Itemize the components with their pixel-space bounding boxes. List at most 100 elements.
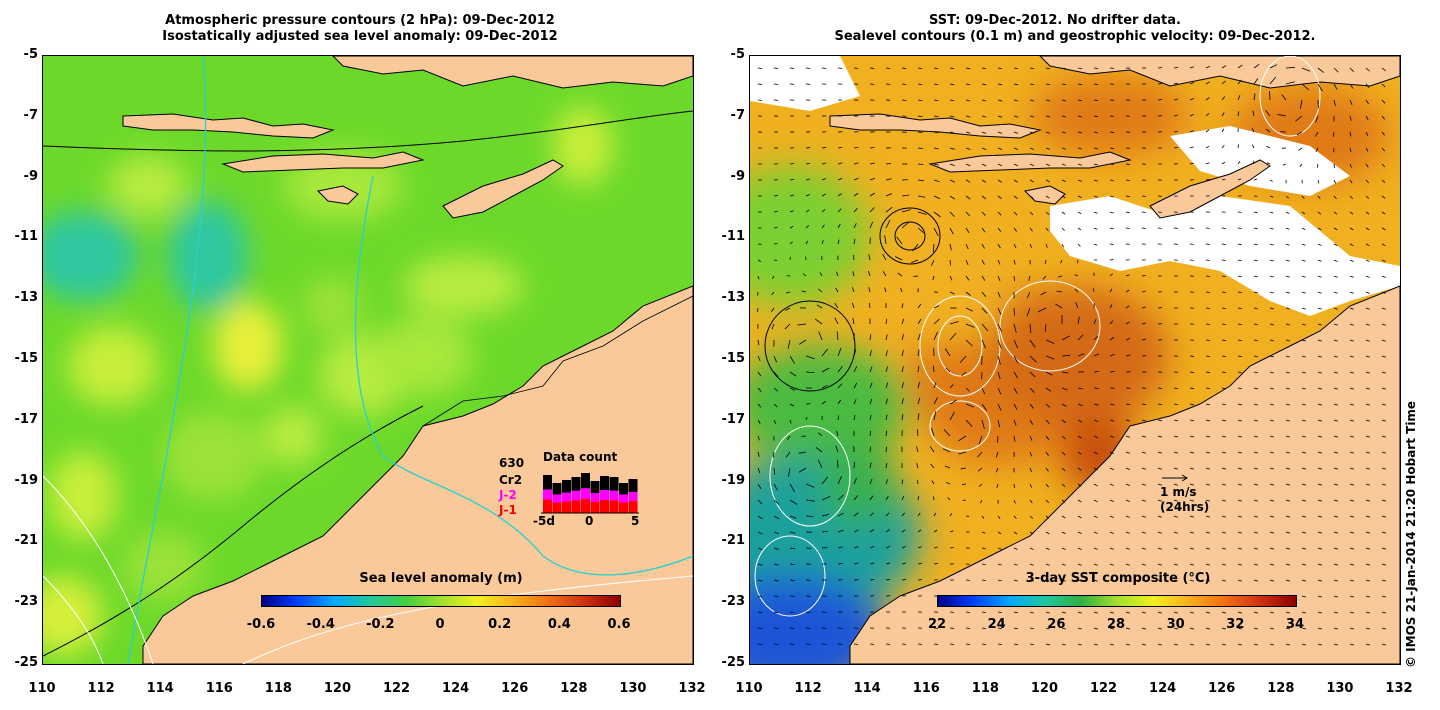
velocity-vector <box>805 483 815 488</box>
colorbar-tick-label: -0.4 <box>306 617 335 632</box>
velocity-vector <box>772 451 775 458</box>
velocity-vector <box>965 99 971 102</box>
velocity-vector <box>1365 403 1370 406</box>
velocity-vector <box>1013 115 1019 118</box>
velocity-vector <box>1221 161 1226 165</box>
velocity-vector <box>965 307 973 312</box>
velocity-vector <box>917 227 926 234</box>
left-colorbar-title: Sea level anomaly (m) <box>359 571 523 586</box>
velocity-vector <box>901 529 906 533</box>
velocity-vector <box>1301 371 1306 374</box>
velocity-vector <box>1269 515 1274 518</box>
velocity-vector <box>965 275 970 281</box>
velocity-vector <box>1269 179 1273 182</box>
left-x-tick: 126 <box>501 681 529 696</box>
velocity-vector <box>1013 307 1016 316</box>
velocity-vector <box>1381 595 1386 598</box>
velocity-vector <box>1077 334 1084 341</box>
velocity-vector <box>1125 515 1130 518</box>
land-mass <box>122 56 693 664</box>
velocity-vector <box>1285 499 1290 502</box>
velocity-vector <box>1141 531 1146 534</box>
velocity-vector <box>1365 291 1370 294</box>
velocity-vector <box>965 83 971 86</box>
velocity-vector <box>1077 243 1081 247</box>
velocity-vector <box>1125 211 1130 214</box>
velocity-vector <box>949 147 955 150</box>
velocity-vector <box>1266 145 1271 149</box>
velocity-vector <box>773 515 780 520</box>
velocity-vector <box>1349 515 1354 518</box>
velocity-vector <box>959 355 967 364</box>
velocity-vector <box>1285 275 1290 278</box>
data-count-title: Data count <box>543 450 618 464</box>
velocity-vector <box>1061 131 1067 134</box>
velocity-vector <box>805 162 811 165</box>
velocity-vector <box>1157 467 1162 470</box>
velocity-vector <box>1125 579 1130 582</box>
velocity-vector <box>773 226 778 229</box>
velocity-vector <box>789 210 794 213</box>
velocity-vector <box>757 387 762 392</box>
velocity-vector <box>885 446 887 453</box>
velocity-vector <box>1269 243 1274 246</box>
velocity-vector <box>1093 83 1099 85</box>
velocity-vector <box>1314 131 1319 137</box>
velocity-vector <box>901 83 907 85</box>
velocity-vector <box>869 414 872 421</box>
velocity-vector <box>1349 163 1352 168</box>
velocity-vector <box>977 451 983 458</box>
velocity-vector <box>1109 179 1114 182</box>
velocity-vector <box>1317 579 1322 582</box>
velocity-vector <box>1029 403 1034 409</box>
velocity-vector <box>1141 435 1147 438</box>
velocity-vector <box>1109 211 1114 214</box>
velocity-vector <box>900 287 903 293</box>
velocity-vector <box>1109 288 1113 293</box>
velocity-vector <box>981 291 987 297</box>
velocity-vector <box>1333 195 1337 199</box>
velocity-vector <box>1333 611 1338 614</box>
velocity-vector <box>1125 195 1130 198</box>
velocity-vector <box>1365 499 1370 502</box>
velocity-vector <box>949 275 953 281</box>
velocity-vector <box>997 371 1001 380</box>
velocity-vector <box>1317 339 1322 342</box>
velocity-vector <box>981 515 985 519</box>
velocity-vector <box>1157 643 1162 646</box>
velocity-vector <box>1125 354 1131 357</box>
velocity-vector <box>960 467 967 470</box>
velocity-vector <box>1237 515 1242 518</box>
velocity-vector <box>1173 547 1178 550</box>
velocity-vector <box>1205 162 1210 165</box>
velocity-vector <box>1365 643 1370 646</box>
velocity-vector <box>1173 147 1178 149</box>
data-count-bars <box>541 473 639 514</box>
velocity-vector <box>981 579 986 582</box>
velocity-vector <box>981 83 987 86</box>
velocity-vector <box>1269 451 1274 454</box>
velocity-vector <box>1269 291 1274 294</box>
velocity-vector <box>1365 131 1369 136</box>
velocity-vector <box>1365 515 1370 518</box>
velocity-vector <box>1221 355 1226 358</box>
velocity-vector <box>789 387 796 391</box>
velocity-vector <box>997 227 1002 232</box>
velocity-vector <box>1205 403 1211 406</box>
velocity-vector <box>773 355 777 363</box>
velocity-vector <box>885 512 890 517</box>
velocity-vector <box>789 225 794 229</box>
velocity-vector <box>1317 419 1322 422</box>
velocity-vector <box>1349 387 1354 390</box>
right-y-tick: -15 <box>721 351 746 366</box>
velocity-vector <box>1221 128 1225 133</box>
velocity-vector <box>1173 563 1178 566</box>
velocity-vector <box>1045 179 1050 183</box>
sst-map: 1 m/s (24hrs) 3-day SST composite (°C) 2… <box>749 55 1401 665</box>
velocity-vector <box>1029 371 1036 378</box>
velocity-vector <box>981 531 986 534</box>
velocity-vector <box>1157 611 1162 614</box>
velocity-vector <box>981 99 987 102</box>
velocity-vector <box>1349 563 1354 566</box>
velocity-vector <box>997 275 1001 282</box>
